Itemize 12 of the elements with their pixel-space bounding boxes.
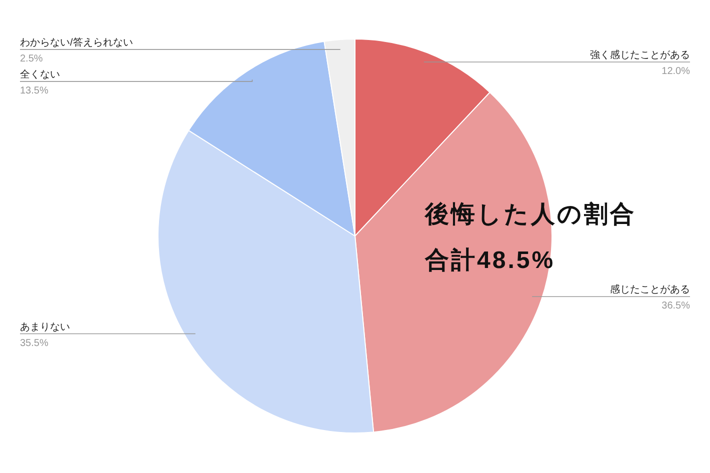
data-label: 35.5% <box>20 338 48 349</box>
data-label: 13.5% <box>20 85 48 96</box>
slice-label: 感じたことがある <box>610 284 690 296</box>
slice-label: 強く感じたことがある <box>590 48 690 61</box>
text: 後悔した人の割合 <box>424 201 636 228</box>
data-label: 12.0% <box>662 66 690 77</box>
data-label: 2.5% <box>20 53 43 64</box>
slice-label: わからない/答えられない <box>20 36 133 48</box>
slice-label: あまりない <box>20 322 70 333</box>
text: 合計48.5% <box>424 247 556 274</box>
slice-label: 全くない <box>20 68 60 80</box>
data-label: 36.5% <box>662 300 690 312</box>
